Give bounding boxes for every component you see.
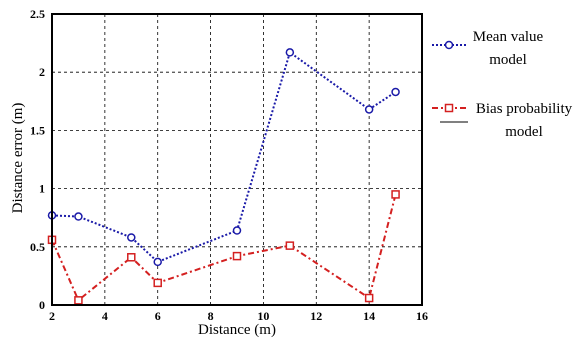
plot-frame: [51, 13, 423, 306]
y-tick-label: 0.5: [30, 240, 45, 254]
x-tick-label: 8: [208, 309, 214, 323]
y-axis-label: Distance error (m): [10, 103, 26, 214]
legend-item-bias-probability-model: Bias probability model: [432, 101, 573, 140]
y-tick-label: 1: [39, 182, 45, 196]
series-lines: [51, 50, 397, 302]
x-axis-label: Distance (m): [198, 322, 276, 338]
data-point: [391, 87, 400, 97]
legend-swatch-marker: [444, 40, 454, 50]
grid-lines: [51, 13, 423, 306]
series-line-0: [51, 50, 397, 264]
legend-label-line-1: Bias probability: [476, 101, 573, 117]
x-tick-label: 4: [102, 309, 108, 323]
y-tick-label: 2: [39, 65, 45, 79]
data-point: [391, 190, 400, 199]
series-markers: [47, 48, 400, 305]
x-tick-labels: 2 4 6 8 10 12 14 16: [49, 309, 428, 323]
data-point: [74, 296, 83, 305]
y-tick-label: 1.5: [30, 123, 45, 137]
data-point: [364, 105, 374, 114]
series-line-1: [51, 194, 397, 302]
y-tick-label: 2.5: [30, 7, 45, 21]
x-tick-label: 6: [155, 309, 161, 323]
y-tick-label: 0: [39, 298, 45, 312]
data-point: [232, 251, 242, 261]
data-point: [74, 212, 83, 221]
x-tick-label: 14: [363, 309, 375, 323]
data-point: [285, 48, 295, 57]
x-tick-label: 12: [310, 309, 322, 323]
legend-swatch-marker: [444, 103, 454, 113]
legend-item-mean-value-model: Mean value model: [432, 29, 544, 68]
legend-label-line-1: Mean value: [473, 29, 544, 45]
legend: Mean value model Bias probability model: [432, 29, 573, 140]
data-point: [127, 253, 136, 262]
data-point: [153, 278, 162, 288]
y-tick-labels: 0 0.5 1 1.5 2 2.5: [30, 7, 45, 312]
data-point: [285, 241, 295, 250]
x-tick-label: 16: [416, 309, 428, 323]
data-point: [127, 233, 136, 242]
legend-label-line-2: model: [505, 124, 543, 140]
x-tick-label: 2: [49, 309, 55, 323]
data-point: [232, 226, 242, 235]
x-tick-label: 10: [257, 309, 269, 323]
legend-label-line-2: model: [489, 52, 527, 68]
data-point: [153, 257, 162, 267]
data-point: [364, 293, 374, 303]
